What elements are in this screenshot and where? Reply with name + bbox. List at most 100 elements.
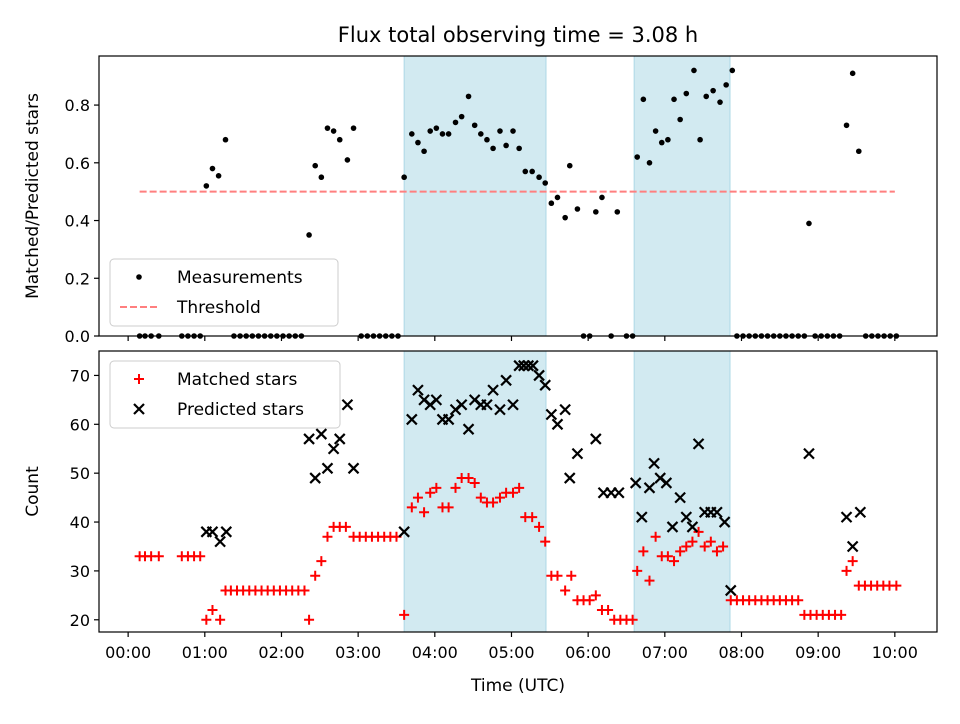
data-point	[463, 473, 474, 484]
data-point	[599, 194, 605, 201]
data-point	[452, 119, 459, 126]
data-point	[439, 131, 446, 137]
data-point	[652, 128, 659, 134]
data-point	[680, 511, 693, 523]
data-point	[341, 398, 354, 411]
data-point	[632, 565, 643, 576]
x-tick-label: 01:00	[182, 643, 228, 662]
data-point	[465, 93, 472, 100]
legend-box	[109, 258, 339, 327]
data-point	[533, 369, 545, 382]
data-point	[409, 131, 415, 137]
legend-box	[109, 360, 341, 429]
x-tick-label: 00:00	[105, 643, 151, 662]
data-point	[324, 125, 331, 131]
data-point	[222, 136, 229, 143]
data-point	[522, 168, 529, 175]
data-point	[455, 398, 468, 411]
data-point	[350, 125, 357, 131]
x-tick-label: 10:00	[872, 643, 918, 662]
data-point	[443, 502, 454, 513]
data-point	[469, 477, 480, 488]
data-point	[793, 595, 804, 606]
data-point	[681, 541, 692, 552]
data-point	[660, 477, 673, 489]
legend: Measurements Threshold	[109, 258, 339, 327]
data-point	[855, 148, 862, 155]
data-point	[843, 122, 850, 129]
data-point	[534, 521, 545, 532]
data-point	[322, 531, 333, 542]
data-point	[484, 136, 490, 143]
chart-title: Flux total observing time = 3.08 h	[338, 23, 698, 47]
data-point	[458, 113, 465, 120]
data-point	[703, 93, 710, 100]
data-point	[497, 128, 503, 134]
data-point	[431, 482, 442, 493]
data-point	[425, 487, 436, 498]
data-point	[522, 359, 535, 372]
data-point	[220, 526, 233, 538]
data-point	[508, 487, 519, 498]
data-point	[563, 472, 576, 484]
data-point	[399, 609, 410, 620]
y-tick-label: 20	[70, 611, 90, 630]
y-tick-label: 50	[70, 464, 90, 483]
data-point	[488, 497, 499, 508]
y-tick-label: 60	[70, 415, 90, 434]
data-point	[718, 516, 731, 528]
data-point	[674, 491, 686, 504]
data-point	[471, 122, 478, 129]
data-point	[412, 384, 424, 396]
data-point	[327, 442, 340, 455]
data-point	[729, 67, 736, 74]
x-tick-label: 02:00	[258, 643, 304, 662]
series-matched-stars	[134, 473, 902, 625]
legend-marker	[136, 274, 142, 280]
x-tick-label: 06:00	[565, 643, 611, 662]
data-point	[207, 605, 218, 616]
data-point	[494, 403, 506, 416]
data-point	[503, 142, 509, 149]
data-point	[646, 160, 653, 166]
data-point	[717, 99, 723, 105]
y-tick-label: 0.2	[65, 269, 90, 288]
data-point	[507, 398, 519, 411]
data-point	[487, 384, 499, 396]
data-point	[478, 131, 484, 137]
data-point	[517, 359, 530, 372]
data-point	[542, 180, 549, 186]
data-point	[658, 139, 665, 146]
data-point	[433, 125, 440, 131]
axes-frame	[98, 55, 938, 337]
legend-marker	[133, 403, 145, 415]
data-point	[209, 165, 216, 172]
data-point	[299, 585, 310, 596]
data-point	[401, 174, 407, 181]
data-point	[513, 359, 525, 372]
y-axis-label: Count	[23, 466, 43, 517]
series-measurements	[136, 67, 900, 339]
data-point	[442, 413, 455, 426]
data-point	[494, 492, 505, 503]
data-point	[613, 486, 625, 499]
data-point	[560, 585, 571, 596]
data-point	[846, 540, 859, 553]
data-point	[215, 172, 222, 179]
data-point	[398, 526, 410, 538]
data-point	[340, 521, 351, 532]
data-point	[419, 507, 430, 518]
data-point	[475, 492, 486, 503]
data-point	[627, 614, 638, 625]
data-point	[566, 570, 577, 581]
data-point	[318, 174, 325, 181]
data-point	[310, 570, 321, 581]
data-point	[806, 220, 812, 227]
data-point	[677, 116, 683, 123]
data-point	[614, 209, 621, 215]
data-point	[406, 413, 418, 426]
y-tick-label: 0.8	[65, 96, 90, 115]
data-point	[214, 535, 226, 548]
data-point	[705, 536, 716, 547]
